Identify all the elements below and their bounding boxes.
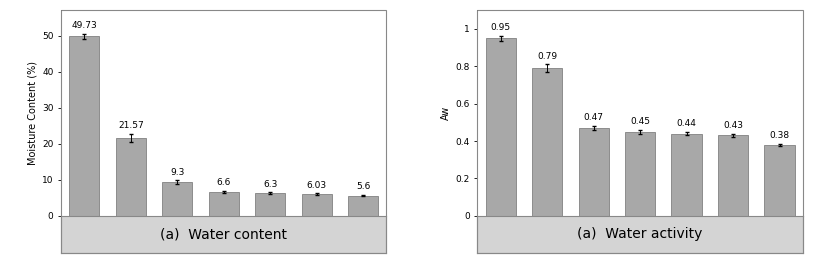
- Text: 0.45: 0.45: [630, 117, 650, 126]
- Bar: [348, 196, 378, 216]
- Bar: [672, 134, 702, 216]
- Text: 9.3: 9.3: [170, 168, 184, 177]
- Text: 0.47: 0.47: [584, 113, 604, 122]
- Y-axis label: Aw: Aw: [441, 106, 452, 120]
- Bar: [486, 38, 516, 216]
- Bar: [302, 194, 332, 216]
- Bar: [209, 192, 239, 216]
- Bar: [764, 145, 795, 216]
- Bar: [625, 132, 655, 216]
- Text: 6.6: 6.6: [217, 178, 231, 187]
- Text: 5.6: 5.6: [356, 182, 370, 191]
- Bar: [255, 193, 285, 216]
- Bar: [162, 182, 192, 216]
- Bar: [718, 135, 748, 216]
- Bar: [532, 68, 562, 216]
- Text: 6.03: 6.03: [306, 181, 327, 190]
- Text: 49.73: 49.73: [72, 21, 97, 30]
- X-axis label: Time (Hot-air drying at 70°C): Time (Hot-air drying at 70°C): [569, 237, 711, 246]
- Y-axis label: Moisture Content (%): Moisture Content (%): [28, 61, 37, 165]
- Text: 6.3: 6.3: [263, 180, 277, 189]
- Text: 0.95: 0.95: [491, 23, 511, 32]
- Bar: [69, 36, 99, 216]
- Text: 0.43: 0.43: [723, 121, 743, 130]
- Text: 0.38: 0.38: [769, 131, 790, 140]
- Text: 0.44: 0.44: [676, 120, 697, 128]
- Text: 21.57: 21.57: [118, 121, 143, 130]
- Bar: [116, 138, 146, 216]
- Text: (a)  Water content: (a) Water content: [161, 227, 287, 242]
- Text: 0.79: 0.79: [537, 52, 557, 61]
- X-axis label: Time (Hot-air drying at 70°C): Time (Hot-air drying at 70°C): [152, 237, 295, 246]
- Text: (a)  Water activity: (a) Water activity: [578, 227, 703, 242]
- Bar: [579, 128, 609, 216]
